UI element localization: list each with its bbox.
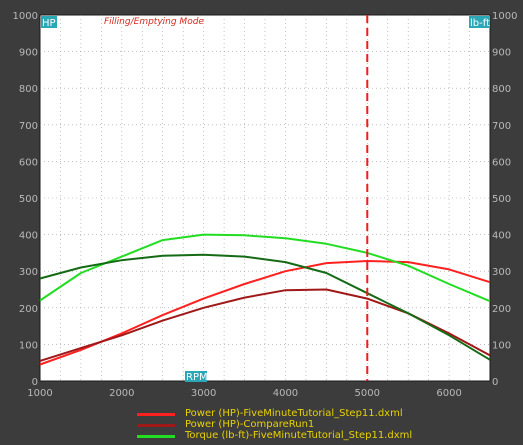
legend-swatch	[137, 423, 175, 427]
x-tick-label: 3000	[191, 388, 216, 399]
y-right-tick-label: 0	[492, 377, 498, 388]
y-left-tick-label: 600	[19, 157, 38, 168]
legend-label: Power (HP)-CompareRun1	[185, 419, 315, 430]
x-tick-label: 1000	[27, 388, 52, 399]
tick-label-layer: 0 0 100 100 200 200 300 300 400 400 500 500 600 600 70…	[13, 11, 518, 399]
legend: Power (HP)-FiveMinuteTutorial_Step11.dxm…	[0, 402, 523, 445]
y-left-tick-label: 500	[19, 194, 38, 205]
y-right-tick-label: 200	[492, 304, 511, 315]
y-left-tick-label: 300	[19, 267, 38, 278]
y-left-tick-label: 0	[32, 377, 38, 388]
legend-label: Torque (lb-ft)-FiveMinuteTutorial_Step11…	[185, 430, 413, 441]
x-tick-label: 6000	[436, 388, 461, 399]
y-left-tick-label: 200	[19, 304, 38, 315]
y-left-tick-label: 100	[19, 340, 38, 351]
series-line-3	[39, 233, 491, 303]
y-left-tick-label: 1000	[13, 11, 38, 22]
y-left-tick-label: 700	[19, 121, 38, 132]
series-line-1	[39, 260, 491, 366]
y-left-tick-label: 400	[19, 231, 38, 242]
legend-label: Power (HP)-FiveMinuteTutorial_Step11.dxm…	[185, 408, 403, 419]
series-line-4	[39, 253, 491, 361]
x-tick-label: 4000	[273, 388, 298, 399]
legend-swatch	[137, 412, 175, 416]
y-right-tag-box	[469, 16, 489, 28]
y-right-tick-label: 500	[492, 194, 511, 205]
legend-item[interactable]: Power (HP)-CompareRun1	[137, 419, 314, 431]
legend-swatch	[137, 434, 175, 438]
y-right-tick-label: 600	[492, 157, 511, 168]
y-right-tick-label: 800	[492, 84, 511, 95]
legend-item[interactable]: Torque (lb-ft)-FiveMinuteTutorial_Step11…	[137, 430, 412, 442]
x-tick-label: 5000	[355, 388, 380, 399]
y-left-tick-label: 800	[19, 84, 38, 95]
x-tag: RPM	[186, 372, 208, 383]
y-left-tag-box	[41, 16, 57, 28]
chart-plot: 0 0 100 100 200 200 300 300 400 400 500 500 600 600 70…	[13, 11, 518, 399]
y-right-tick-label: 300	[492, 267, 511, 278]
y-right-tick-label: 400	[492, 231, 511, 242]
y-right-tick-label: 100	[492, 340, 511, 351]
y-left-tag: HP	[42, 18, 56, 29]
y-right-tick-label: 1000	[492, 11, 517, 22]
x-tick-label: 2000	[109, 388, 134, 399]
series-layer	[39, 233, 491, 366]
legend-item[interactable]: Power (HP)-FiveMinuteTutorial_Step11.dxm…	[137, 408, 403, 420]
y-right-tick-label: 700	[492, 121, 511, 132]
legend-item[interactable]	[137, 441, 185, 445]
x-tag-box	[185, 371, 207, 382]
y-right-tag: lb-ft	[470, 18, 490, 29]
y-right-tick-label: 900	[492, 48, 511, 59]
mode-label: Filling/Emptying Mode	[104, 17, 204, 27]
y-left-tick-label: 900	[19, 48, 38, 59]
